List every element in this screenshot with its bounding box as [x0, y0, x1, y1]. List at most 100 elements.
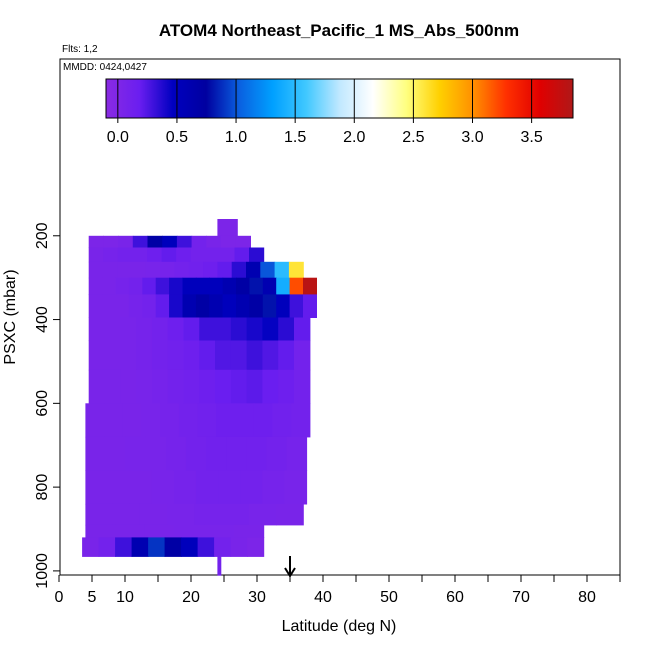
- heatmap-cell: [209, 277, 224, 296]
- heatmap-cell: [85, 524, 116, 538]
- heatmap-cell: [144, 524, 176, 538]
- heatmap-cell: [176, 235, 193, 249]
- heatmap-cell: [115, 537, 133, 557]
- heatmap-cell: [199, 340, 216, 371]
- heatmap-cell: [167, 503, 195, 526]
- heatmap-cell: [218, 470, 241, 505]
- heatmap-cell: [147, 247, 163, 263]
- heatmap-cell: [226, 436, 247, 471]
- heatmap-cell: [104, 317, 121, 342]
- heatmap-cell: [289, 277, 304, 296]
- colorbar-tick-label: 3.0: [461, 129, 483, 146]
- heatmap-cell: [195, 470, 219, 505]
- heatmap-cell: [103, 235, 119, 249]
- heatmap-cell: [160, 261, 176, 279]
- heatmap-cell: [191, 235, 207, 249]
- heatmap-cell: [214, 537, 232, 557]
- heatmap-cell: [161, 247, 177, 263]
- heatmap-cell: [117, 247, 133, 263]
- heatmap-cell: [165, 436, 187, 471]
- colorbar-gradient: [105, 78, 574, 119]
- heatmap-cell: [262, 470, 285, 505]
- colorbar-tick-label: 3.5: [520, 129, 542, 146]
- heatmap-cell: [105, 436, 127, 471]
- heatmap-cell: [246, 261, 261, 279]
- heatmap-cell: [222, 277, 237, 296]
- colorbar: 0.0 0.5 1.0 1.5 2.0 2.5 3.0 3.5: [105, 78, 574, 146]
- heatmap-cell: [215, 340, 232, 371]
- heatmap-cell: [181, 537, 199, 557]
- heatmap-cell: [178, 403, 199, 438]
- heatmap-cell: [88, 294, 103, 318]
- heatmap-cell: [219, 247, 236, 263]
- heatmap-cell: [240, 470, 263, 505]
- heatmap-cell: [190, 247, 206, 263]
- heatmap-cell: [122, 403, 143, 438]
- heatmap-cell: [151, 317, 169, 342]
- heatmap-cell: [85, 503, 114, 526]
- heatmap-cell: [303, 294, 317, 318]
- heatmap-cell: [182, 277, 197, 296]
- heatmap-cell: [230, 340, 248, 371]
- heatmap-cell: [151, 470, 175, 505]
- heatmap-cell: [246, 369, 263, 404]
- heatmap-cell: [233, 524, 265, 538]
- y-axis-label: PSXC (mbar): [2, 269, 19, 364]
- heatmap-cell: [303, 277, 317, 296]
- heatmap-cell: [88, 369, 106, 404]
- heatmap-cell: [234, 247, 250, 263]
- colorbar-tick-label: 1.0: [225, 129, 247, 146]
- heatmap-cell: [246, 317, 263, 342]
- heatmap-cell: [107, 470, 131, 505]
- heatmap-cell: [102, 277, 117, 296]
- heatmap-cell: [203, 261, 218, 279]
- heatmap-cell: [103, 261, 118, 279]
- heatmap-cell: [247, 537, 265, 557]
- plot-frame: [59, 58, 621, 576]
- heatmap-cell: [169, 277, 184, 296]
- heatmap-cell: [230, 537, 248, 557]
- heatmap-cell: [155, 277, 170, 296]
- heatmap-cell: [142, 277, 157, 296]
- heatmap-cell: [155, 294, 170, 318]
- heatmap-cell: [231, 261, 247, 279]
- heatmap-cell: [125, 436, 147, 471]
- y-tick-label: 200: [34, 222, 51, 249]
- heatmap-cell: [115, 277, 130, 296]
- heatmap-cell: [102, 294, 117, 318]
- heatmap-cell: [85, 403, 105, 438]
- heatmap-cell: [199, 317, 216, 342]
- heatmap-cell: [209, 294, 224, 318]
- heatmap-cell: [205, 247, 221, 263]
- heatmap-cell: [276, 503, 304, 526]
- heatmap-cell: [174, 524, 205, 538]
- heatmap-cell: [197, 403, 217, 438]
- chart-title: ATOM4 Northeast_Pacific_1 MS_Abs_500nm: [159, 21, 519, 40]
- heatmap-cell: [183, 317, 200, 342]
- heatmap-cell: [132, 247, 148, 263]
- heatmap-cell: [194, 503, 223, 526]
- heatmap-cell: [120, 340, 137, 371]
- heatmap-cell: [217, 556, 222, 576]
- colorbar-tick-label: 2.0: [343, 129, 365, 146]
- heatmap-cell: [145, 261, 161, 279]
- heatmap-cell: [246, 340, 263, 371]
- heatmap-cell: [206, 436, 227, 471]
- heatmap-cell: [88, 247, 104, 263]
- heatmap-cell: [294, 317, 311, 342]
- heatmap-cell: [98, 537, 116, 557]
- heatmap-cell: [129, 470, 153, 505]
- heatmap-cell: [167, 317, 185, 342]
- x-tick-label: 5: [88, 589, 97, 606]
- heatmap-cell: [294, 340, 311, 371]
- heatmap-cell: [195, 294, 210, 318]
- heatmap-cell: [131, 537, 149, 557]
- heatmap-cell: [88, 261, 104, 279]
- heatmap-cell: [276, 277, 291, 296]
- heatmap-cell: [117, 261, 133, 279]
- colorbar-tick-label: 0.5: [166, 129, 188, 146]
- colorbar-tick-label: 2.5: [402, 129, 424, 146]
- heatmap-cell: [262, 294, 277, 318]
- heatmap-cell: [215, 317, 232, 342]
- heatmap-cell: [167, 340, 185, 371]
